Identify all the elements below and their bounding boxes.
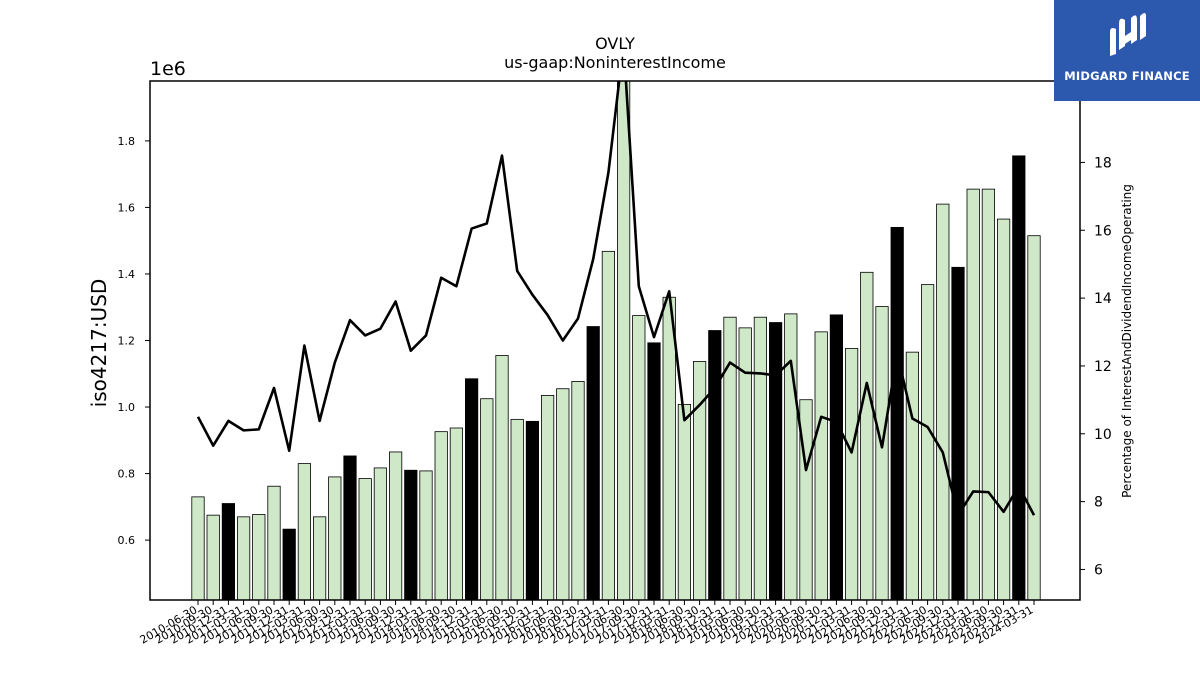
bar [464, 378, 479, 601]
bar [388, 451, 403, 601]
bar [860, 271, 874, 601]
bar [662, 296, 676, 601]
bar [252, 514, 266, 601]
bar [541, 394, 555, 601]
x-axis: 2010-06-302010-09-302010-12-312011-03-31… [138, 600, 1036, 647]
bar [693, 361, 707, 601]
bar [784, 313, 798, 601]
y-tick-label: 1.4 [118, 268, 136, 281]
logo-text: MIDGARD FINANCE [1064, 69, 1190, 83]
bar [601, 250, 616, 601]
bar [1012, 155, 1026, 601]
y2-tick-label: 10 [1094, 427, 1112, 443]
bar [312, 516, 327, 601]
bar [997, 218, 1011, 601]
y-tick-label: 1.0 [118, 401, 136, 414]
bar [936, 203, 950, 601]
chart-subtitle: us-gaap:NoninterestIncome [504, 53, 726, 72]
bars-layer [191, 80, 1041, 601]
bar [677, 403, 692, 601]
y-tick-label: 1.2 [118, 335, 136, 348]
y2-tick-label: 12 [1094, 359, 1112, 375]
y2-tick-label: 16 [1094, 223, 1112, 239]
bar [951, 266, 965, 601]
bar [434, 431, 448, 601]
bar [191, 496, 205, 601]
y2-tick-label: 18 [1094, 155, 1112, 171]
bar [905, 351, 920, 601]
bar [495, 355, 509, 601]
bar [571, 381, 585, 601]
bar [875, 306, 889, 601]
bar [206, 514, 220, 601]
bar [267, 485, 281, 601]
bar [769, 322, 783, 601]
left-axis: 0.6 0.8 1.0 1.2 1.4 1.6 1.8 [118, 135, 150, 547]
bar [617, 80, 631, 601]
bar [632, 315, 646, 601]
bar [236, 516, 251, 601]
bar [586, 326, 600, 601]
right-axis: 6 8 10 12 14 16 18 [1080, 155, 1112, 578]
bar [753, 316, 768, 601]
bar [845, 348, 859, 601]
bar [966, 188, 980, 601]
bar [343, 455, 357, 601]
bar [921, 284, 935, 601]
bar [282, 528, 296, 601]
bar [419, 470, 433, 601]
bar [981, 188, 996, 601]
midgard-logo-icon [1110, 13, 1146, 56]
line-series [196, 81, 1036, 517]
y2-tick-label: 6 [1094, 562, 1103, 578]
y2-tick-label: 8 [1094, 495, 1103, 511]
y2-axis-label: Percentage of InterestAndDividendIncomeO… [1120, 184, 1134, 498]
bar [829, 314, 844, 601]
y-tick-label: 0.8 [118, 468, 136, 481]
bar [890, 226, 904, 601]
y-scale-label: 1e6 [150, 58, 186, 80]
y-axis-label: iso4217:USD [87, 279, 111, 408]
line-layer [196, 81, 1036, 517]
bar [221, 503, 235, 601]
bar [373, 467, 388, 601]
bar [510, 418, 524, 601]
bar [449, 427, 464, 601]
midgard-finance-logo: MIDGARD FINANCE [1054, 0, 1200, 101]
bar [556, 388, 570, 601]
bar [723, 316, 737, 601]
bar [647, 342, 661, 601]
bar [480, 398, 494, 601]
bar [525, 420, 540, 601]
bar [297, 463, 312, 601]
y-tick-label: 0.6 [118, 534, 136, 547]
y-tick-label: 1.8 [118, 135, 136, 148]
bar [328, 476, 342, 601]
bar [358, 478, 372, 601]
bar [404, 469, 418, 601]
bar [814, 331, 828, 601]
y2-tick-label: 14 [1094, 291, 1112, 307]
y-tick-label: 1.6 [118, 201, 136, 214]
bar [1027, 235, 1041, 601]
bar [708, 330, 722, 601]
chart-title: OVLY [595, 34, 635, 53]
